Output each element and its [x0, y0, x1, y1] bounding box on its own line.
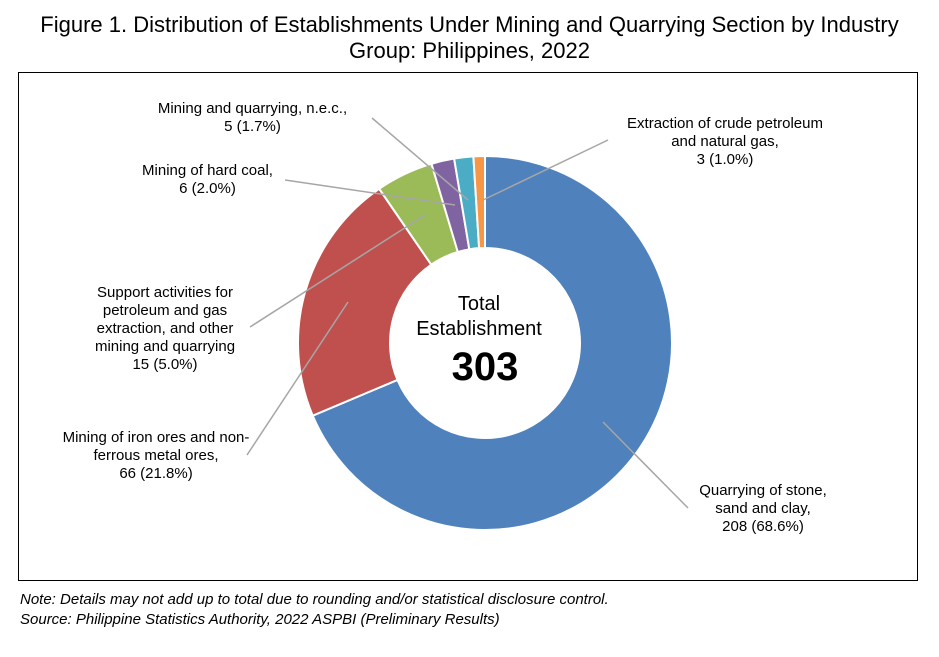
slice-label: Mining and quarrying, n.e.c., 5 (1.7%)	[145, 100, 360, 136]
source: Source: Philippine Statistics Authority,…	[20, 611, 500, 628]
slice-label: Mining of iron ores and non-ferrous meta…	[62, 429, 250, 483]
slice	[311, 154, 673, 531]
slice	[472, 154, 486, 250]
leader-line	[246, 301, 349, 456]
category-label: Mining of iron ores and non-ferrous meta…	[62, 429, 250, 464]
category-label: Mining of hard coal,	[142, 162, 273, 179]
category-label: Mining and quarrying, n.e.c.,	[157, 100, 348, 117]
slice	[297, 187, 433, 417]
value-label: 15 (5.0%)	[132, 356, 198, 373]
leader-line	[371, 117, 469, 201]
category-label: Extraction of crude petroleum and natura…	[627, 115, 823, 150]
value-label: 6 (2.0%)	[179, 180, 236, 197]
note: Note: Details may not add up to total du…	[20, 591, 609, 608]
category-label: Support activities for petroleum and gas…	[94, 284, 236, 355]
slice-label: Support activities for petroleum and gas…	[80, 284, 250, 374]
chart-title: Figure 1. Distribution of Establishments…	[40, 12, 899, 63]
slice-label: Quarrying of stone, sand and clay, 208 (6…	[688, 482, 838, 536]
slice-label: Mining of hard coal, 6 (2.0%)	[120, 162, 295, 198]
value-label: 5 (1.7%)	[224, 118, 281, 135]
value-label: 208 (68.6%)	[722, 518, 804, 535]
leader-line	[482, 139, 609, 201]
value-label: 3 (1.0%)	[696, 151, 754, 168]
slice-label: Extraction of crude petroleum and natura…	[620, 115, 830, 169]
center-label: Total Establishment	[416, 293, 542, 340]
chart-frame	[18, 72, 918, 581]
leader-line	[602, 421, 689, 509]
leader-line	[284, 179, 456, 206]
leader-line	[249, 214, 426, 328]
value-label: 66 (21.8%)	[119, 465, 193, 482]
category-label: Quarrying of stone, sand and clay,	[699, 482, 827, 517]
center-total: 303	[451, 345, 519, 389]
